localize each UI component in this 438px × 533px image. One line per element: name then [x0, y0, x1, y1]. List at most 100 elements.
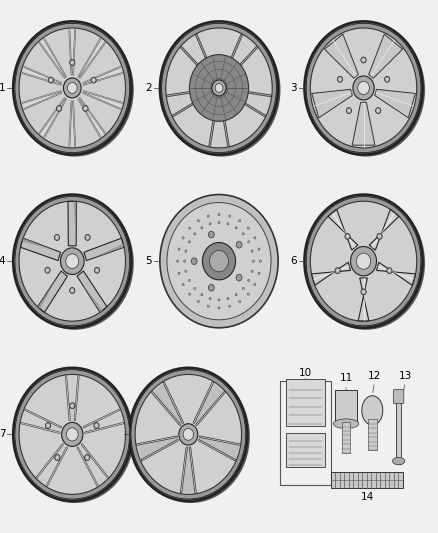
Ellipse shape: [71, 61, 74, 64]
Polygon shape: [312, 90, 352, 118]
Polygon shape: [78, 98, 103, 135]
Ellipse shape: [166, 28, 272, 148]
Polygon shape: [77, 271, 107, 312]
Polygon shape: [199, 437, 240, 460]
Ellipse shape: [236, 274, 242, 281]
Ellipse shape: [131, 370, 250, 503]
Ellipse shape: [71, 289, 74, 292]
Polygon shape: [77, 276, 102, 312]
Ellipse shape: [229, 215, 231, 217]
Text: 5: 5: [145, 256, 152, 266]
FancyBboxPatch shape: [393, 390, 404, 403]
Ellipse shape: [15, 370, 130, 499]
Ellipse shape: [353, 76, 374, 100]
Ellipse shape: [13, 21, 131, 155]
Polygon shape: [311, 262, 350, 285]
Ellipse shape: [167, 203, 271, 320]
Ellipse shape: [307, 23, 425, 157]
Ellipse shape: [377, 109, 380, 112]
Ellipse shape: [188, 241, 191, 243]
Polygon shape: [369, 209, 399, 250]
Ellipse shape: [56, 456, 59, 459]
Ellipse shape: [160, 21, 278, 155]
Ellipse shape: [197, 301, 199, 303]
Ellipse shape: [333, 419, 359, 429]
Ellipse shape: [346, 235, 349, 238]
Polygon shape: [194, 383, 225, 425]
Polygon shape: [78, 41, 103, 78]
Ellipse shape: [357, 253, 371, 269]
Ellipse shape: [178, 248, 180, 251]
Ellipse shape: [189, 54, 249, 122]
Text: 4: 4: [0, 256, 5, 266]
Polygon shape: [369, 34, 403, 78]
Ellipse shape: [227, 223, 229, 225]
Ellipse shape: [70, 287, 75, 294]
Polygon shape: [38, 271, 61, 309]
Ellipse shape: [177, 260, 179, 262]
Ellipse shape: [306, 197, 421, 326]
Ellipse shape: [218, 213, 220, 216]
Ellipse shape: [227, 297, 229, 300]
Ellipse shape: [304, 195, 423, 328]
Polygon shape: [137, 437, 178, 460]
Polygon shape: [152, 383, 183, 425]
Ellipse shape: [95, 269, 99, 272]
Ellipse shape: [64, 78, 81, 98]
Ellipse shape: [15, 370, 134, 503]
Ellipse shape: [218, 298, 220, 301]
Ellipse shape: [304, 21, 423, 155]
Ellipse shape: [135, 374, 242, 495]
Ellipse shape: [185, 270, 187, 272]
Ellipse shape: [385, 76, 390, 82]
Ellipse shape: [194, 287, 196, 289]
Ellipse shape: [387, 268, 392, 273]
Ellipse shape: [215, 84, 223, 92]
Ellipse shape: [361, 57, 366, 63]
Ellipse shape: [94, 423, 99, 429]
Text: 3: 3: [290, 83, 297, 93]
Ellipse shape: [259, 260, 261, 262]
Bar: [331, 472, 403, 488]
FancyBboxPatch shape: [286, 379, 325, 426]
Ellipse shape: [362, 290, 365, 294]
FancyBboxPatch shape: [335, 390, 357, 425]
Polygon shape: [40, 445, 67, 483]
Polygon shape: [352, 102, 375, 145]
Text: 6: 6: [290, 256, 297, 266]
Ellipse shape: [13, 368, 131, 501]
Ellipse shape: [229, 305, 231, 308]
Ellipse shape: [362, 395, 383, 425]
Ellipse shape: [19, 374, 126, 495]
Ellipse shape: [70, 403, 75, 409]
Ellipse shape: [201, 227, 203, 229]
Polygon shape: [358, 278, 369, 321]
Ellipse shape: [345, 233, 350, 239]
Ellipse shape: [258, 248, 260, 251]
Ellipse shape: [247, 279, 250, 281]
Ellipse shape: [247, 227, 249, 229]
Polygon shape: [375, 90, 415, 118]
Ellipse shape: [45, 267, 50, 273]
Ellipse shape: [242, 233, 244, 235]
Polygon shape: [377, 262, 416, 285]
Ellipse shape: [208, 231, 214, 238]
Ellipse shape: [183, 429, 194, 440]
Ellipse shape: [388, 269, 391, 272]
Ellipse shape: [71, 404, 74, 407]
Ellipse shape: [182, 237, 184, 239]
Ellipse shape: [251, 270, 253, 272]
Ellipse shape: [202, 243, 236, 280]
Ellipse shape: [55, 455, 60, 461]
Ellipse shape: [15, 197, 134, 330]
Ellipse shape: [212, 80, 226, 96]
Text: 1: 1: [0, 83, 5, 93]
Ellipse shape: [377, 233, 382, 239]
Ellipse shape: [361, 289, 366, 295]
Polygon shape: [83, 91, 121, 107]
FancyBboxPatch shape: [286, 433, 325, 467]
Ellipse shape: [336, 269, 339, 272]
Ellipse shape: [160, 195, 278, 328]
Polygon shape: [23, 91, 61, 107]
Ellipse shape: [182, 284, 184, 286]
